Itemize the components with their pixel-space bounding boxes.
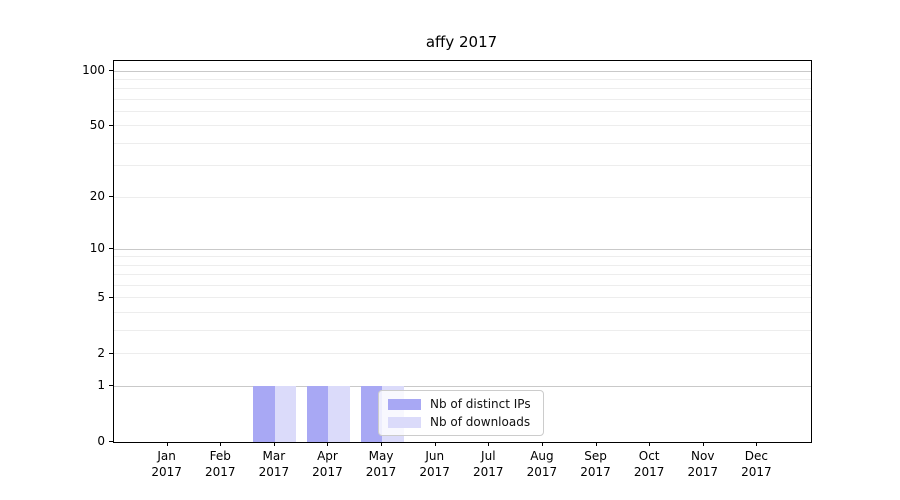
bar-nb-of-distinct-ips-may-2017 (360, 386, 383, 442)
legend-label-distinct-ips: Nb of distinct IPs (430, 397, 531, 411)
x-tick-label: Nov 2017 (687, 449, 719, 479)
x-tick-mark (220, 442, 222, 446)
y-tick-mark (109, 441, 113, 442)
x-tick-label: Feb 2017 (204, 449, 236, 479)
legend-swatch-distinct-ips-icon (388, 398, 421, 410)
gridline-minor (114, 78, 811, 80)
x-tick-mark (327, 442, 329, 446)
y-tick-mark (109, 385, 113, 387)
gridline-minor (114, 88, 811, 90)
x-tick-mark (488, 442, 490, 446)
y-tick-label: 50 (89, 117, 105, 132)
gridline-minor (114, 142, 811, 144)
x-tick-label: Mar 2017 (258, 449, 290, 479)
gridline-minor (114, 353, 811, 355)
bar-nb-of-downloads-mar-2017 (274, 386, 297, 442)
y-tick-label: 0 (97, 434, 105, 448)
x-tick-label: Jun 2017 (419, 449, 450, 479)
gridline-minor (114, 264, 811, 266)
gridline-major (114, 385, 811, 387)
x-tick-label: Jul 2017 (473, 449, 504, 479)
x-tick-label: Apr 2017 (312, 449, 343, 479)
gridline-minor (114, 274, 811, 276)
gridline-major (114, 70, 811, 72)
legend: Nb of distinct IPs Nb of downloads (378, 390, 544, 436)
y-tick-mark (109, 352, 113, 354)
gridline-minor (114, 196, 811, 198)
gridline-minor (114, 125, 811, 127)
x-tick-mark (756, 442, 758, 446)
x-tick-label: May 2017 (365, 449, 397, 479)
x-tick-mark (273, 442, 275, 446)
gridline-minor (114, 312, 811, 314)
x-tick-label: Dec 2017 (741, 449, 772, 479)
y-tick-label: 20 (89, 189, 105, 204)
x-tick-label: Aug 2017 (526, 449, 558, 479)
y-tick-label: 2 (97, 345, 105, 360)
x-tick-mark (166, 442, 168, 446)
y-tick-label: 5 (97, 289, 105, 304)
x-tick-label: Oct 2017 (633, 449, 665, 479)
gridline-minor (114, 285, 811, 287)
legend-item-distinct-ips: Nb of distinct IPs (388, 397, 543, 411)
x-tick-label: Jan 2017 (151, 449, 182, 479)
x-tick-mark (702, 442, 704, 446)
y-tick-mark (109, 196, 113, 198)
plot-area (113, 60, 812, 443)
x-tick-label: Sep 2017 (580, 449, 611, 479)
x-tick-mark (595, 442, 597, 446)
gridline-minor (114, 165, 811, 167)
chart-title: affy 2017 (425, 33, 498, 51)
x-tick-mark (541, 442, 543, 446)
x-tick-mark (381, 442, 383, 446)
gridline-minor (114, 98, 811, 100)
y-tick-mark (109, 296, 113, 298)
bar-nb-of-distinct-ips-apr-2017 (307, 386, 329, 442)
gridline-major (114, 248, 811, 250)
bar-nb-of-distinct-ips-mar-2017 (253, 386, 275, 442)
gridline-minor (114, 256, 811, 258)
legend-item-downloads: Nb of downloads (388, 415, 543, 429)
legend-label-downloads: Nb of downloads (430, 415, 531, 429)
y-tick-label: 10 (89, 241, 105, 256)
x-tick-mark (434, 442, 436, 446)
gridline-minor (114, 330, 811, 332)
y-tick-mark (109, 124, 113, 126)
y-tick-label: 100 (82, 63, 105, 77)
legend-swatch-downloads-icon (388, 416, 421, 428)
y-tick-mark (109, 248, 113, 250)
gridline-minor (114, 297, 811, 299)
y-tick-label: 1 (97, 378, 105, 393)
y-tick-mark (109, 70, 113, 71)
gridline-minor (114, 111, 811, 113)
x-tick-mark (649, 442, 651, 446)
bar-nb-of-downloads-apr-2017 (328, 386, 350, 442)
